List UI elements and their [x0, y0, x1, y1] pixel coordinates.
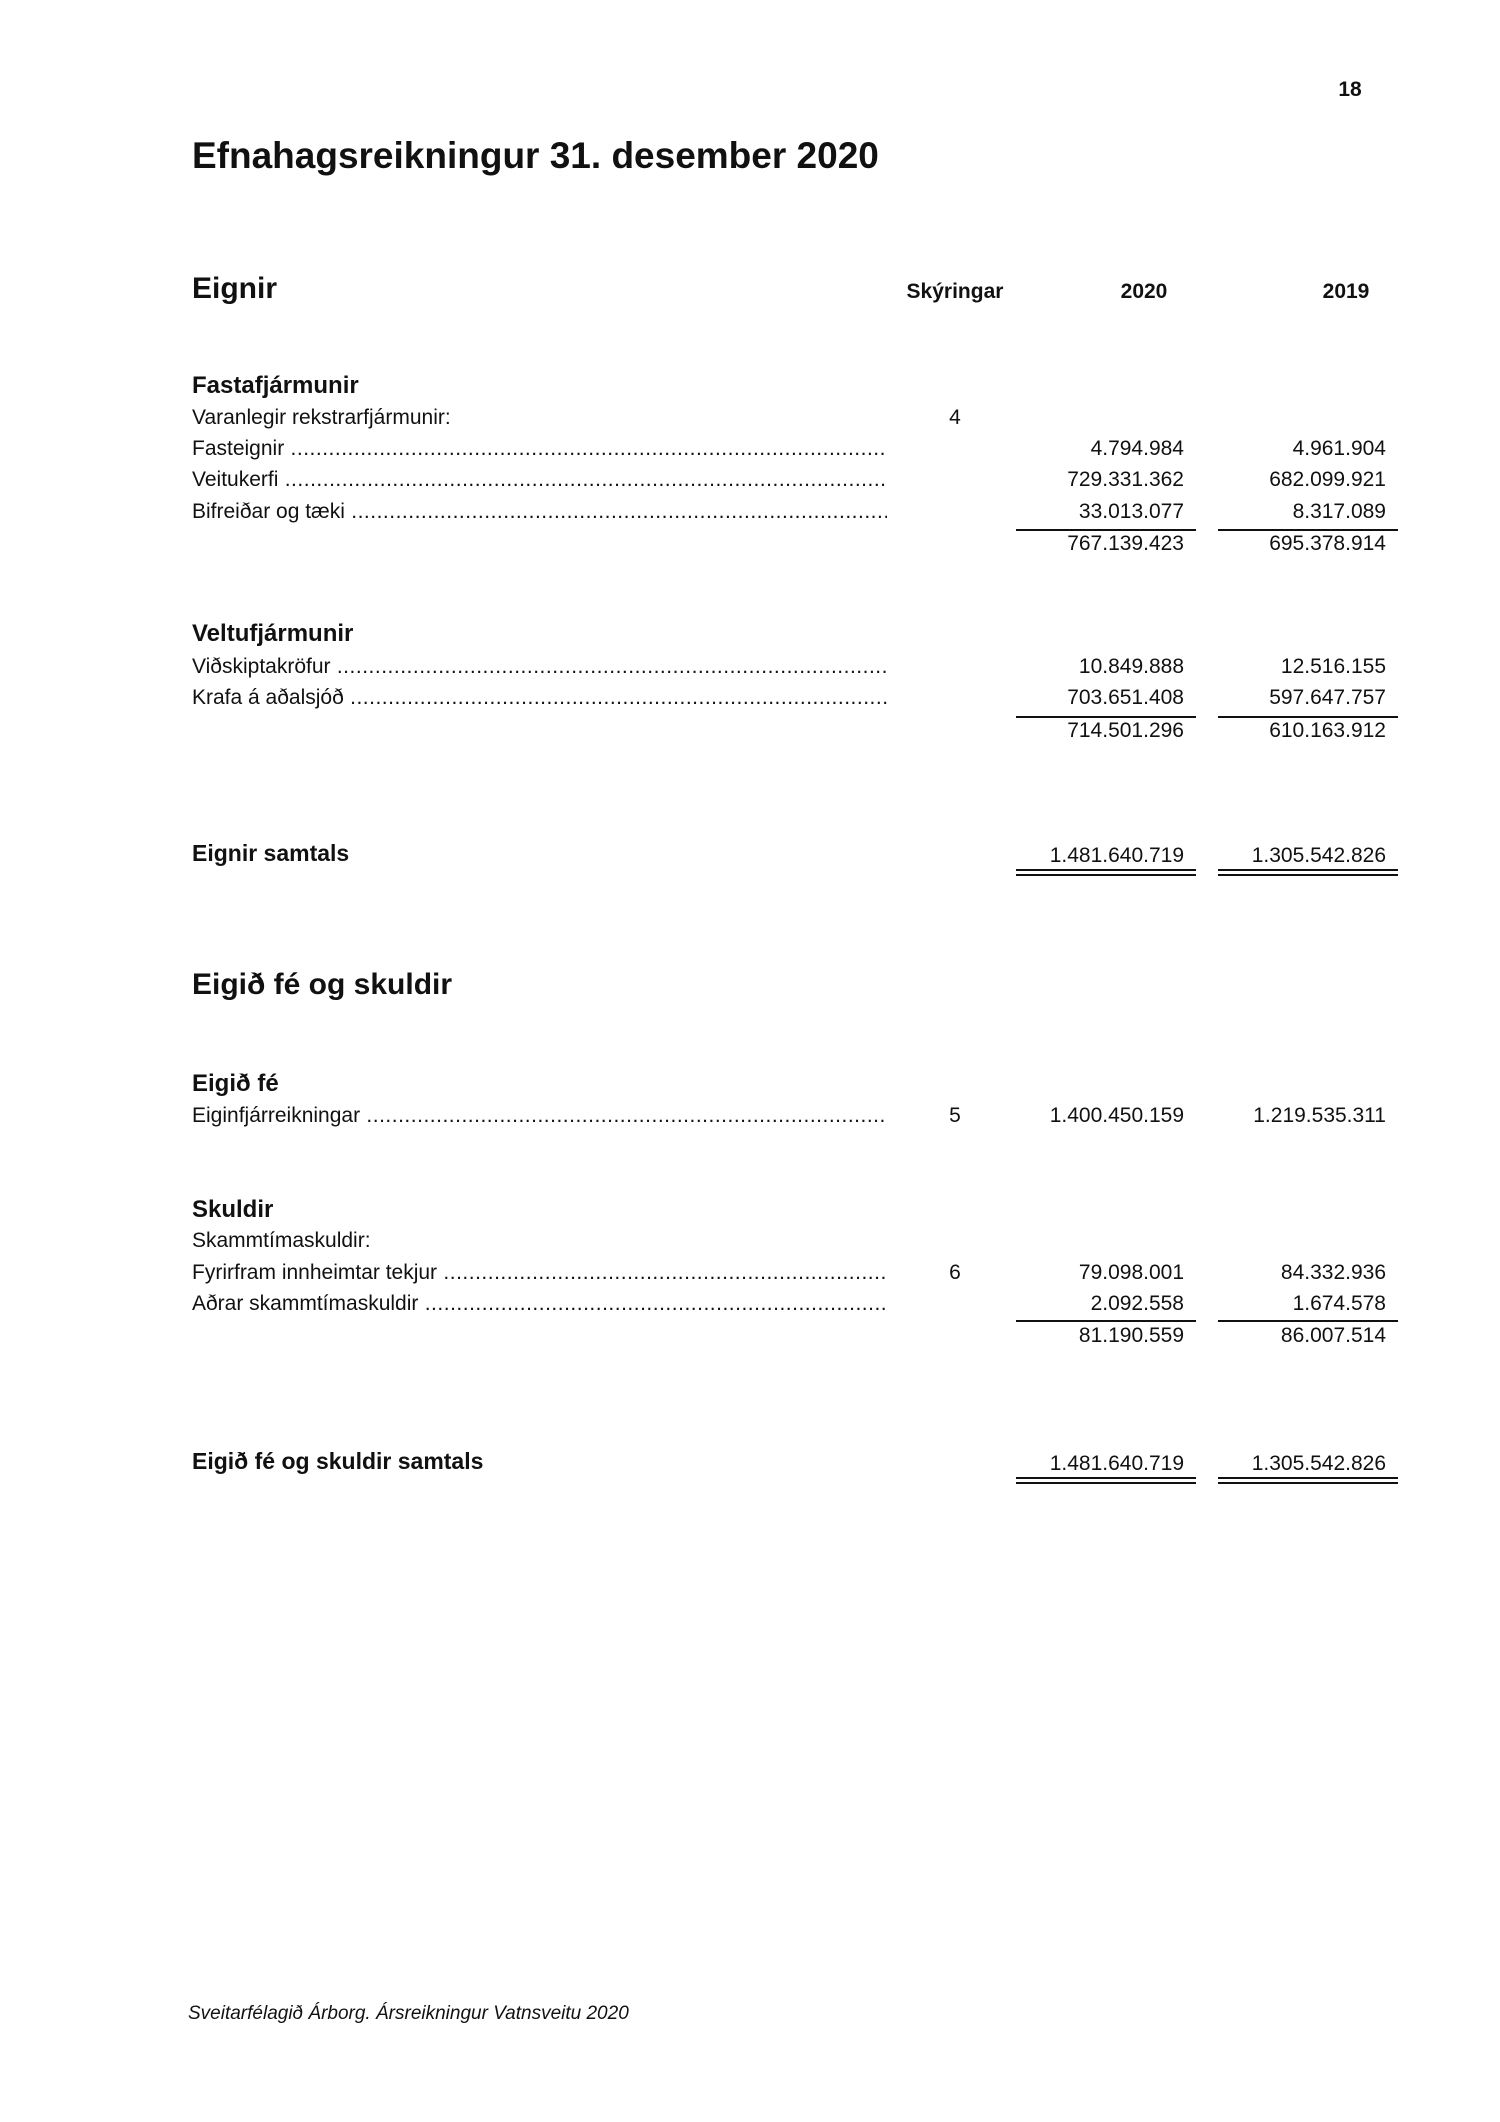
table-row: Krafa á aðalsjóð 703.651.408 597.647.757 [0, 686, 1500, 716]
total-double-rule [1016, 869, 1196, 876]
subtotal-row: 714.501.296 610.163.912 [1067, 719, 1386, 742]
year-2019-column-header: 2019 [1322, 280, 1370, 303]
subtotal-rule [1016, 529, 1196, 531]
equity-heading: Eigið fé [192, 1070, 279, 1097]
table-row: Eiginfjárreikningar 5 1.400.450.159 1.21… [0, 1104, 1500, 1134]
total-double-rule [1218, 869, 1398, 876]
subtotal-rule [1218, 529, 1398, 531]
equity-liabilities-heading: Eigið fé og skuldir [192, 968, 453, 1001]
fixed-assets-heading: Fastafjármunir [192, 372, 359, 399]
subtotal-row: 81.190.559 86.007.514 [1078, 1324, 1386, 1347]
total-row: Eignir samtals 1.481.640.719 1.305.542.8… [192, 840, 1386, 867]
assets-heading: Eignir [192, 272, 278, 305]
subtotal-rule [1016, 1320, 1196, 1322]
subtotal-rule [1016, 716, 1196, 718]
subtotal-rule [1218, 1320, 1398, 1322]
table-row: Viðskiptakröfur 10.849.888 12.516.155 [0, 655, 1500, 685]
liabilities-heading: Skuldir [192, 1196, 274, 1223]
notes-column-header: Skýringar [906, 280, 1004, 303]
page-footer: Sveitarfélagið Árborg. Ársreikningur Vat… [188, 2003, 629, 2024]
page-title: Efnahagsreikningur 31. desember 2020 [192, 135, 879, 176]
table-row: Aðrar skammtímaskuldir 2.092.558 1.674.5… [0, 1292, 1500, 1322]
table-row: Bifreiðar og tæki 33.013.077 8.317.089 [0, 500, 1500, 530]
total-double-rule [1218, 1477, 1398, 1484]
total-row: Eigið fé og skuldir samtals 1.481.640.71… [192, 1448, 1386, 1475]
subtotal-rule [1218, 716, 1398, 718]
table-row: Fyrirfram innheimtar tekjur 6 79.098.001… [0, 1261, 1500, 1291]
page-number: 18 [1338, 78, 1362, 101]
table-row: Varanlegir rekstrarfjármunir: 4 [192, 406, 961, 429]
total-double-rule [1016, 1477, 1196, 1484]
table-row: Veitukerfi 729.331.362 682.099.921 [0, 468, 1500, 498]
table-row: Skammtímaskuldir: [192, 1229, 371, 1252]
year-2020-column-header: 2020 [1120, 280, 1168, 303]
table-row: Fasteignir 4.794.984 4.961.904 [0, 437, 1500, 467]
current-assets-heading: Veltufjármunir [192, 620, 354, 647]
subtotal-row: 767.139.423 695.378.914 [1067, 532, 1386, 555]
